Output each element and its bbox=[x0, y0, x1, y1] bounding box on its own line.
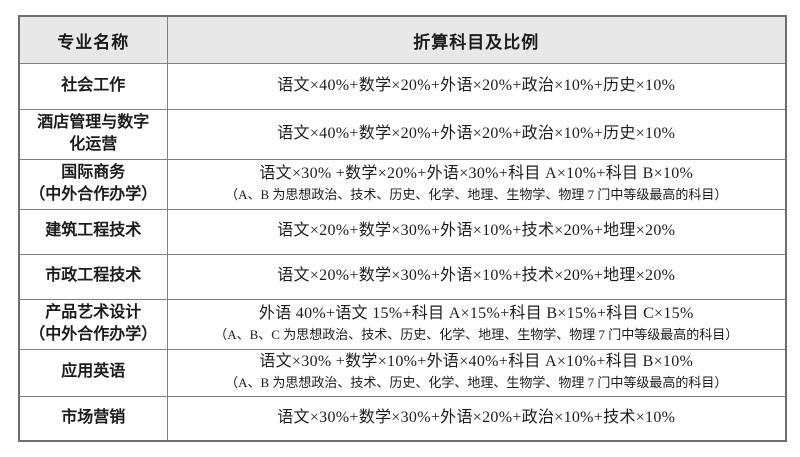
formula-text: 语文×30%+数学×30%+外语×20%+政治×10%+技术×10% bbox=[277, 408, 676, 426]
table-row: 产品艺术设计 （中外合作办学） 外语 40%+语文 15%+科目 A×15%+科… bbox=[18, 298, 787, 350]
major-name-cell: 市政工程技术 bbox=[18, 253, 168, 300]
formula-cell: 语文×30% +数学×20%+外语×30%+科目 A×10%+科目 B×10% … bbox=[166, 158, 787, 210]
major-name: 建筑工程技术 bbox=[45, 222, 142, 240]
major-name: 产品艺术设计 （中外合作办学） bbox=[29, 303, 158, 344]
conversion-table: 专业名称 折算科目及比例 社会工作 语文×40%+数学×20%+外语×20%+政… bbox=[18, 15, 787, 443]
table-row: 应用英语 语文×30% +数学×10%+外语×40%+科目 A×10%+科目 B… bbox=[18, 348, 787, 397]
table-row: 市政工程技术 语文×20%+数学×30%+外语×10%+技术×20%+地理×20… bbox=[18, 253, 787, 300]
formula-text: 语文×40%+数学×20%+外语×20%+政治×10%+历史×10% bbox=[277, 77, 676, 95]
table-row: 建筑工程技术 语文×20%+数学×30%+外语×10%+技术×20%+地理×20… bbox=[18, 208, 787, 255]
formula-text: 语文×40%+数学×20%+外语×20%+政治×10%+历史×10% bbox=[277, 124, 676, 142]
major-name: 应用英语 bbox=[61, 363, 126, 381]
formula-cell: 语文×30% +数学×10%+外语×40%+科目 A×10%+科目 B×10% … bbox=[166, 348, 787, 397]
table-row: 国际商务 （中外合作办学） 语文×30% +数学×20%+外语×30%+科目 A… bbox=[18, 158, 787, 210]
major-name-cell: 应用英语 bbox=[18, 348, 168, 397]
formula-text: 语文×30% +数学×20%+外语×30%+科目 A×10%+科目 B×10% bbox=[259, 165, 694, 183]
major-name: 市政工程技术 bbox=[45, 267, 142, 285]
header-formula-ratio: 折算科目及比例 bbox=[166, 15, 787, 64]
formula-text: 语文×30% +数学×10%+外语×40%+科目 A×10%+科目 B×10% bbox=[259, 353, 694, 371]
header-major-name: 专业名称 bbox=[18, 15, 168, 64]
formula-cell: 外语 40%+语文 15%+科目 A×15%+科目 B×15%+科目 C×15%… bbox=[166, 298, 787, 350]
major-name-cell: 建筑工程技术 bbox=[18, 208, 168, 255]
header-row: 专业名称 折算科目及比例 bbox=[18, 15, 787, 64]
major-name: 市场营销 bbox=[61, 409, 126, 427]
formula-note: （A、B 为思想政治、技术、历史、化学、地理、生物学、物理 7 门中等级最高的科… bbox=[225, 186, 728, 202]
table-row: 市场营销 语文×30%+数学×30%+外语×20%+政治×10%+技术×10% bbox=[18, 395, 787, 442]
formula-text: 外语 40%+语文 15%+科目 A×15%+科目 B×15%+科目 C×15% bbox=[258, 304, 694, 322]
formula-cell: 语文×20%+数学×30%+外语×10%+技术×20%+地理×20% bbox=[166, 208, 787, 255]
formula-cell: 语文×20%+数学×30%+外语×10%+技术×20%+地理×20% bbox=[166, 253, 787, 300]
major-name: 国际商务 （中外合作办学） bbox=[29, 163, 158, 204]
table-row: 社会工作 语文×40%+数学×20%+外语×20%+政治×10%+历史×10% bbox=[18, 63, 787, 110]
formula-text: 语文×20%+数学×30%+外语×10%+技术×20%+地理×20% bbox=[277, 267, 676, 285]
formula-text: 语文×20%+数学×30%+外语×10%+技术×20%+地理×20% bbox=[277, 222, 676, 240]
major-name-cell: 市场营销 bbox=[18, 395, 168, 442]
major-name-cell: 酒店管理与数字 化运营 bbox=[18, 109, 168, 160]
formula-cell: 语文×40%+数学×20%+外语×20%+政治×10%+历史×10% bbox=[166, 109, 787, 160]
major-name-cell: 国际商务 （中外合作办学） bbox=[18, 158, 168, 210]
major-name: 社会工作 bbox=[61, 77, 126, 95]
major-name: 酒店管理与数字 化运营 bbox=[37, 114, 150, 154]
formula-note: （A、B、C 为思想政治、技术、历史、化学、地理、生物学、物理 7 门中等级最高… bbox=[214, 326, 739, 342]
formula-note: （A、B 为思想政治、技术、历史、化学、地理、生物学、物理 7 门中等级最高的科… bbox=[225, 375, 728, 391]
formula-cell: 语文×30%+数学×30%+外语×20%+政治×10%+技术×10% bbox=[166, 395, 787, 442]
table-row: 酒店管理与数字 化运营 语文×40%+数学×20%+外语×20%+政治×10%+… bbox=[18, 109, 787, 160]
major-name-cell: 产品艺术设计 （中外合作办学） bbox=[18, 298, 168, 350]
formula-cell: 语文×40%+数学×20%+外语×20%+政治×10%+历史×10% bbox=[166, 63, 787, 110]
major-name-cell: 社会工作 bbox=[18, 63, 168, 110]
